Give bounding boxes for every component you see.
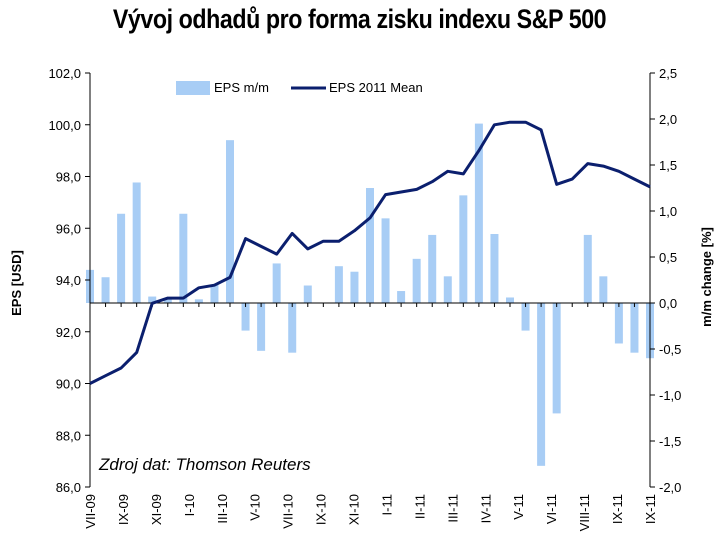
x-tick-label: VI-11 bbox=[544, 494, 559, 524]
x-tick-label: VIII-11 bbox=[577, 494, 592, 531]
x-axis-ticks: VII-09 IX-09 XI-09 I-10 III-10 V-10 VII-10 IX-1… bbox=[83, 494, 658, 531]
left-tick-label: 98,0 bbox=[56, 170, 81, 185]
bar-series bbox=[86, 123, 654, 466]
bar bbox=[630, 303, 639, 353]
x-tick-label: V-10 bbox=[248, 494, 263, 521]
right-tick-label: 2,5 bbox=[659, 66, 677, 81]
bar bbox=[599, 276, 608, 303]
x-tick-label: V-11 bbox=[511, 494, 526, 520]
right-tick-label: 2,0 bbox=[659, 112, 677, 127]
bar bbox=[583, 234, 592, 303]
left-tick-label: 90,0 bbox=[56, 377, 81, 392]
bar bbox=[397, 291, 406, 303]
source-annotation: Zdroj dat: Thomson Reuters bbox=[98, 455, 311, 474]
x-tick-label: VII-10 bbox=[281, 494, 296, 529]
bar bbox=[117, 213, 126, 303]
right-tick-label: -1,0 bbox=[659, 388, 681, 403]
x-tick-label: IX-09 bbox=[116, 494, 131, 525]
bar bbox=[179, 213, 188, 303]
bar bbox=[443, 276, 452, 303]
bar bbox=[163, 299, 172, 303]
right-tick-label: 0,0 bbox=[659, 296, 677, 311]
bar bbox=[257, 303, 266, 351]
bar bbox=[272, 263, 281, 303]
bar bbox=[303, 285, 312, 303]
x-tick-label: XI-10 bbox=[347, 494, 362, 525]
legend: EPS m/m EPS 2011 Mean bbox=[176, 80, 423, 95]
right-tick-label: 1,5 bbox=[659, 158, 677, 173]
right-tick-label: -0,5 bbox=[659, 342, 681, 357]
bar bbox=[226, 140, 234, 303]
bar bbox=[474, 123, 483, 303]
bar bbox=[537, 303, 546, 466]
right-axis-ticks: 2,5 2,0 1,5 1,0 0,5 0,0 -0,5 -1,0 -1,5 -2,0 bbox=[650, 66, 681, 495]
left-tick-label: 94,0 bbox=[56, 273, 81, 288]
x-tick-label: III-10 bbox=[215, 494, 230, 524]
right-axis-label: m/m change [%] bbox=[699, 227, 714, 327]
x-tick-label: I-11 bbox=[380, 494, 395, 515]
line-series-eps-mean bbox=[89, 120, 651, 385]
bar bbox=[366, 188, 374, 303]
chart-title: Vývoj odhadů pro forma zisku indexu S&P … bbox=[112, 4, 607, 34]
x-tick-label: I-10 bbox=[182, 494, 197, 516]
x-tick-label: III-11 bbox=[445, 494, 460, 523]
bar bbox=[428, 234, 437, 303]
left-tick-label: 100,0 bbox=[48, 118, 81, 133]
bar bbox=[101, 277, 110, 303]
bar bbox=[490, 234, 499, 303]
left-axis-ticks: 102,0 100,0 98,0 96,0 94,0 92,0 90,0 88,0 86,0 bbox=[48, 66, 90, 495]
left-tick-label: 92,0 bbox=[56, 325, 81, 340]
x-tick-label: XI-09 bbox=[149, 494, 164, 525]
bar bbox=[506, 297, 514, 303]
bar bbox=[614, 303, 623, 344]
right-tick-label: -2,0 bbox=[659, 480, 681, 495]
x-tick-label: IX-11 bbox=[643, 494, 658, 524]
left-tick-label: 102,0 bbox=[48, 66, 81, 81]
right-tick-label: 0,5 bbox=[659, 250, 677, 265]
bar bbox=[210, 284, 219, 303]
legend-swatch-bar bbox=[176, 81, 210, 95]
left-tick-label: 86,0 bbox=[56, 480, 81, 495]
bar bbox=[148, 296, 157, 303]
legend-label-bar: EPS m/m bbox=[214, 80, 269, 95]
bar bbox=[241, 303, 250, 331]
x-tick-label: IV-11 bbox=[478, 494, 493, 523]
bar bbox=[521, 303, 530, 331]
right-tick-label: 1,0 bbox=[659, 204, 677, 219]
x-tick-label: II-11 bbox=[412, 494, 427, 519]
left-tick-label: 88,0 bbox=[56, 428, 81, 443]
bar bbox=[194, 299, 203, 303]
bar bbox=[350, 271, 359, 303]
x-tick-label: IX-10 bbox=[314, 494, 329, 525]
right-tick-label: -1,5 bbox=[659, 434, 681, 449]
bar bbox=[459, 195, 468, 303]
bar bbox=[412, 258, 421, 303]
bar bbox=[552, 303, 561, 414]
bar bbox=[132, 182, 141, 303]
bar bbox=[334, 266, 343, 303]
bar bbox=[288, 303, 297, 353]
legend-label-line: EPS 2011 Mean bbox=[329, 80, 423, 95]
left-axis-label: EPS [USD] bbox=[9, 250, 24, 316]
x-tick-label: IX-11 bbox=[610, 494, 625, 524]
left-tick-label: 96,0 bbox=[56, 221, 81, 236]
bar bbox=[381, 218, 390, 303]
x-tick-label: VII-09 bbox=[83, 494, 98, 529]
